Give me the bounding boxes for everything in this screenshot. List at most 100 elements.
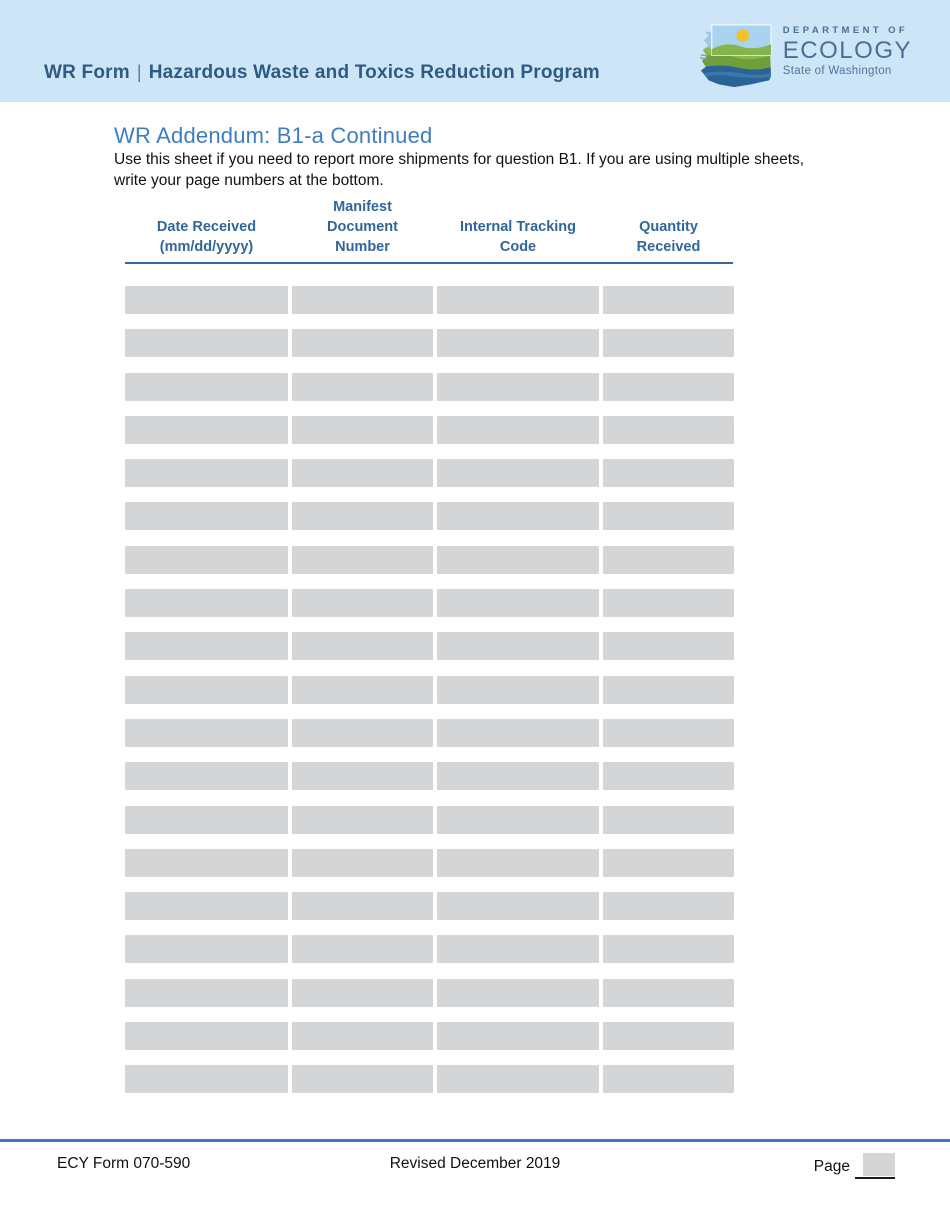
column-header-line: Internal Tracking [459,219,577,235]
footer-divider [0,1139,950,1142]
input-date-received[interactable] [125,286,288,314]
page-number-line [855,1153,895,1179]
input-internal-tracking[interactable] [437,415,599,444]
input-date-received[interactable] [125,848,288,877]
table-row [125,545,734,574]
input-manifest-document[interactable] [292,415,433,444]
input-manifest-document[interactable] [292,718,433,747]
input-date-received[interactable] [125,1065,288,1094]
table-row [125,978,734,1007]
input-quantity-received[interactable] [603,415,734,444]
input-quantity-received[interactable] [603,935,734,964]
input-manifest-document[interactable] [292,978,433,1007]
input-quantity-received[interactable] [603,805,734,834]
input-manifest-document[interactable] [292,545,433,574]
input-date-received[interactable] [125,372,288,401]
input-internal-tracking[interactable] [437,459,599,488]
input-internal-tracking[interactable] [437,935,599,964]
input-manifest-document[interactable] [292,1065,433,1094]
input-date-received[interactable] [125,935,288,964]
input-manifest-document[interactable] [292,589,433,618]
column-header-line: Quantity [639,219,698,235]
input-quantity-received[interactable] [603,762,734,791]
input-quantity-received[interactable] [603,589,734,618]
column-header-line: Number [335,239,390,255]
input-internal-tracking[interactable] [437,718,599,747]
table-row [125,762,734,791]
table-row [125,632,734,661]
input-manifest-document[interactable] [292,892,433,921]
input-date-received[interactable] [125,545,288,574]
input-quantity-received[interactable] [603,372,734,401]
table-row [125,286,734,314]
input-date-received[interactable] [125,978,288,1007]
input-manifest-document[interactable] [292,502,433,531]
instructions-text: Use this sheet if you need to report mor… [114,149,804,191]
input-quantity-received[interactable] [603,545,734,574]
input-manifest-document[interactable] [292,805,433,834]
program-title: WR Form | Hazardous Waste and Toxics Reduc… [44,62,600,84]
input-internal-tracking[interactable] [437,675,599,704]
input-date-received[interactable] [125,459,288,488]
input-internal-tracking[interactable] [437,329,599,358]
input-manifest-document[interactable] [292,675,433,704]
input-internal-tracking[interactable] [437,502,599,531]
input-date-received[interactable] [125,1022,288,1051]
input-manifest-document[interactable] [292,329,433,358]
input-quantity-received[interactable] [603,632,734,661]
input-internal-tracking[interactable] [437,762,599,791]
input-manifest-document[interactable] [292,762,433,791]
input-internal-tracking[interactable] [437,1022,599,1051]
instructions-line-2: write your page numbers at the bottom. [114,172,384,189]
input-quantity-received[interactable] [603,1065,734,1094]
page-label: Page [813,1158,850,1175]
column-header-line: Date Received [156,219,257,235]
input-date-received[interactable] [125,632,288,661]
input-quantity-received[interactable] [603,502,734,531]
input-internal-tracking[interactable] [437,805,599,834]
page-number-input[interactable] [863,1153,895,1176]
input-date-received[interactable] [125,892,288,921]
input-internal-tracking[interactable] [437,286,599,314]
input-quantity-received[interactable] [603,286,734,314]
input-quantity-received[interactable] [603,459,734,488]
input-quantity-received[interactable] [603,718,734,747]
input-quantity-received[interactable] [603,329,734,358]
input-internal-tracking[interactable] [437,1065,599,1094]
input-date-received[interactable] [125,675,288,704]
input-manifest-document[interactable] [292,848,433,877]
input-date-received[interactable] [125,502,288,531]
table-row [125,848,734,877]
table-row [125,415,734,444]
input-date-received[interactable] [125,415,288,444]
input-internal-tracking[interactable] [437,848,599,877]
input-internal-tracking[interactable] [437,589,599,618]
input-quantity-received[interactable] [603,675,734,704]
input-internal-tracking[interactable] [437,632,599,661]
washington-state-landscape-icon [699,24,772,88]
input-manifest-document[interactable] [292,459,433,488]
input-quantity-received[interactable] [603,978,734,1007]
input-manifest-document[interactable] [292,935,433,964]
table-row [125,459,734,488]
input-internal-tracking[interactable] [437,978,599,1007]
input-internal-tracking[interactable] [437,892,599,921]
input-manifest-document[interactable] [292,1022,433,1051]
input-internal-tracking[interactable] [437,372,599,401]
input-quantity-received[interactable] [603,892,734,921]
input-manifest-document[interactable] [292,372,433,401]
input-quantity-received[interactable] [603,1022,734,1051]
column-header-quantity-received: Quantity Received [603,217,734,257]
input-date-received[interactable] [125,589,288,618]
footer: ECY Form 070-590 Revised December 2019 P… [0,1153,950,1183]
input-manifest-document[interactable] [292,286,433,314]
input-quantity-received[interactable] [603,848,734,877]
input-date-received[interactable] [125,718,288,747]
header-band: WR Form | Hazardous Waste and Toxics Reduc… [0,0,950,102]
input-date-received[interactable] [125,805,288,834]
input-date-received[interactable] [125,762,288,791]
input-manifest-document[interactable] [292,632,433,661]
input-date-received[interactable] [125,329,288,358]
page-number-entry: Page [813,1153,895,1179]
input-internal-tracking[interactable] [437,545,599,574]
